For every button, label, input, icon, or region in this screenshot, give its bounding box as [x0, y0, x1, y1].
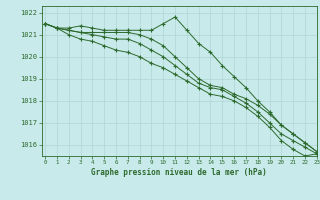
X-axis label: Graphe pression niveau de la mer (hPa): Graphe pression niveau de la mer (hPa) [91, 168, 267, 177]
